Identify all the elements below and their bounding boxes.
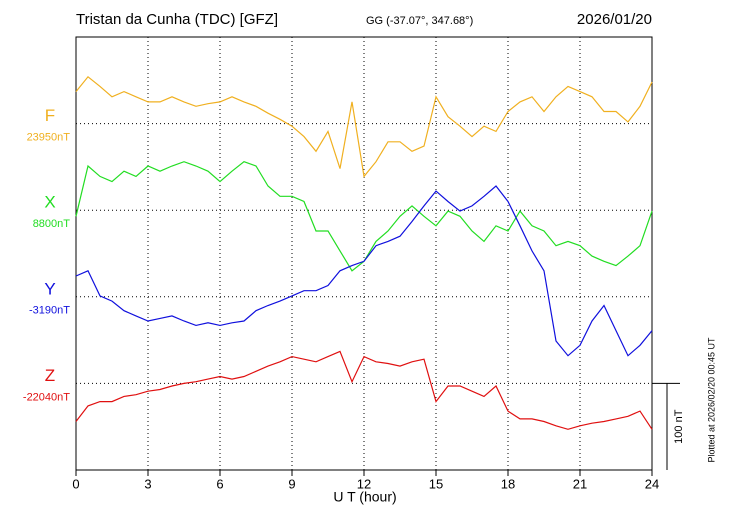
x-tick-label: 9 <box>288 476 295 491</box>
x-tick-label: 6 <box>216 476 223 491</box>
chart-subtitle: GG (-37.07°, 347.68°) <box>366 15 473 27</box>
chart-title: Tristan da Cunha (TDC) [GFZ] <box>76 11 278 28</box>
series-line <box>75 75 653 178</box>
x-tick-label: 24 <box>645 476 659 491</box>
x-tick-label: 3 <box>144 476 151 491</box>
x-axis-label: U T (hour) <box>333 489 396 505</box>
baseline-label: -3190nT <box>29 305 70 317</box>
x-tick-label: 21 <box>573 476 587 491</box>
series-name: X <box>44 193 55 212</box>
baseline-label: 8800nT <box>33 218 71 230</box>
baseline-label: 23950nT <box>27 132 71 144</box>
series-name: Z <box>45 366 55 385</box>
date: 2026/01/20 <box>577 11 652 28</box>
series-line <box>75 161 653 272</box>
x-tick-label: 12 <box>357 476 371 491</box>
baseline-label: -22040nT <box>23 391 70 403</box>
x-tick-label: 18 <box>501 476 515 491</box>
x-tick-label: 15 <box>429 476 443 491</box>
series-line <box>75 350 653 430</box>
series-name: Y <box>44 279 55 298</box>
plot-note: Plotted at 2026/02/20 00:45 UT <box>706 337 716 463</box>
series-line <box>75 185 653 357</box>
scale-bar-label: 100 nT <box>673 409 685 444</box>
x-tick-label: 0 <box>72 476 79 491</box>
series-name: F <box>45 106 55 125</box>
